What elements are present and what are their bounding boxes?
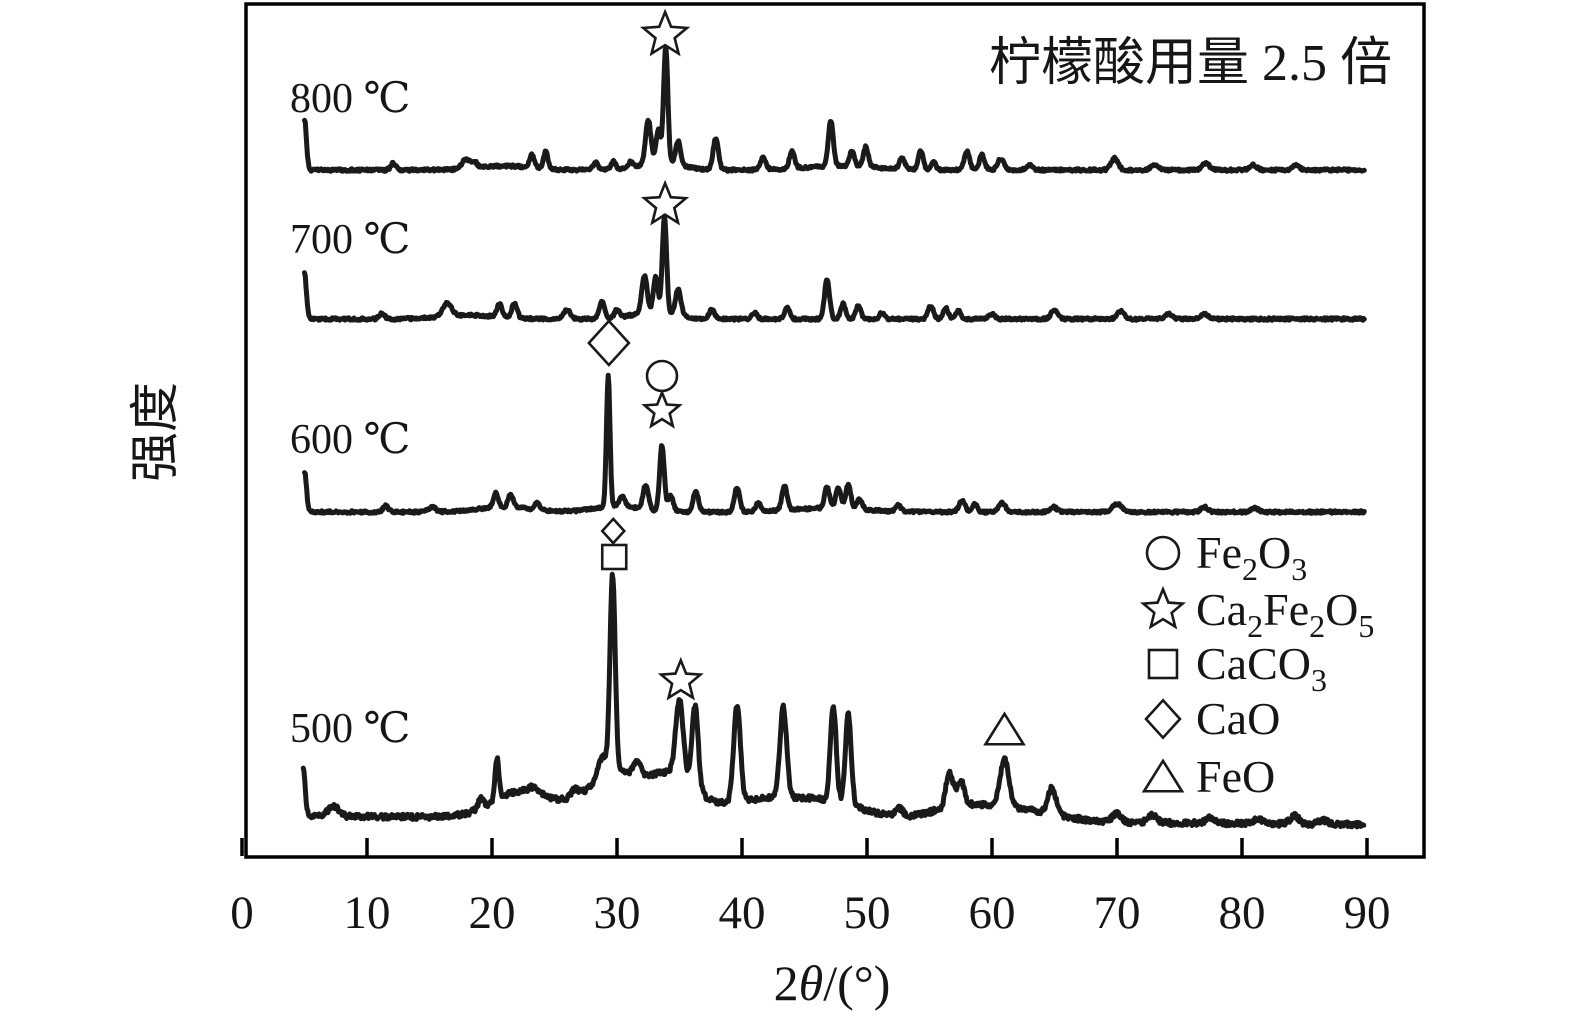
marker-star-ca2fe2o5-500c (657, 656, 704, 701)
x-tick-label-20: 20 (469, 887, 516, 939)
marker-diamond-cao-600c (587, 319, 631, 367)
series-labels: 800 ℃ 700 ℃ 600 ℃ 500 ℃ (290, 76, 410, 752)
legend-square-icon (1147, 648, 1179, 680)
xrd-curve-500c (300, 571, 1367, 830)
x-tick-label-80: 80 (1219, 887, 1266, 939)
legend-label: CaO (1196, 693, 1280, 744)
legend-diamond-icon (1144, 698, 1182, 740)
legend-label: FeO (1196, 751, 1275, 802)
y-axis-label: 强度 (127, 382, 183, 482)
x-tick-label-10: 10 (344, 887, 391, 939)
legend-star-icon (1139, 585, 1187, 630)
marker-square-caco3-500c (600, 543, 628, 571)
legend-item-ca2fe2o5: Ca2Fe2O5 (1139, 584, 1374, 644)
peak-annotations (587, 8, 1026, 746)
x-tick-label-90: 90 (1344, 887, 1391, 939)
legend-item-caco3: CaCO3 (1147, 638, 1327, 698)
series-label-700c: 700 ℃ (290, 217, 410, 263)
x-tick-label-70: 70 (1094, 887, 1141, 939)
legend-item-feo: FeO (1141, 751, 1275, 802)
marker-star-ca2fe2o5-700c (640, 179, 690, 226)
x-tick-label-0: 0 (230, 887, 254, 939)
marker-diamond-cao-500c (600, 516, 627, 546)
series-label-600c: 600 ℃ (290, 417, 410, 463)
x-tick-label-30: 30 (594, 887, 641, 939)
legend-label: CaCO3 (1196, 638, 1327, 698)
curves (300, 46, 1367, 830)
marker-star-ca2fe2o5-600c (641, 389, 683, 429)
legend-item-cao: CaO (1144, 693, 1280, 744)
legend-circle-icon (1145, 535, 1181, 571)
marker-triangle-feo-500c (983, 711, 1026, 746)
legend-item-fe2o3: Fe2O3 (1145, 527, 1307, 587)
series-label-800c: 800 ℃ (290, 76, 410, 122)
marker-star-ca2fe2o5-800c (639, 8, 691, 57)
x-tick-label-60: 60 (969, 887, 1016, 939)
legend-triangle-icon (1141, 758, 1185, 793)
x-axis-label: 2θ/(°) (774, 955, 891, 1011)
xrd-curve-600c (302, 372, 1367, 516)
x-tick-label-40: 40 (719, 887, 766, 939)
xrd-curve-800c (302, 46, 1367, 174)
legend-label: Fe2O3 (1196, 527, 1307, 587)
series-label-500c: 500 ℃ (290, 706, 410, 752)
xrd-curve-700c (302, 213, 1367, 323)
plot-border (244, 2, 1426, 859)
legend-label: Ca2Fe2O5 (1196, 584, 1374, 644)
x-tick-label-50: 50 (844, 887, 891, 939)
x-axis-ticks: 0 10 20 30 40 50 60 70 80 90 (230, 838, 1391, 939)
chart-title: 柠檬酸用量 2.5 倍 (989, 35, 1392, 92)
